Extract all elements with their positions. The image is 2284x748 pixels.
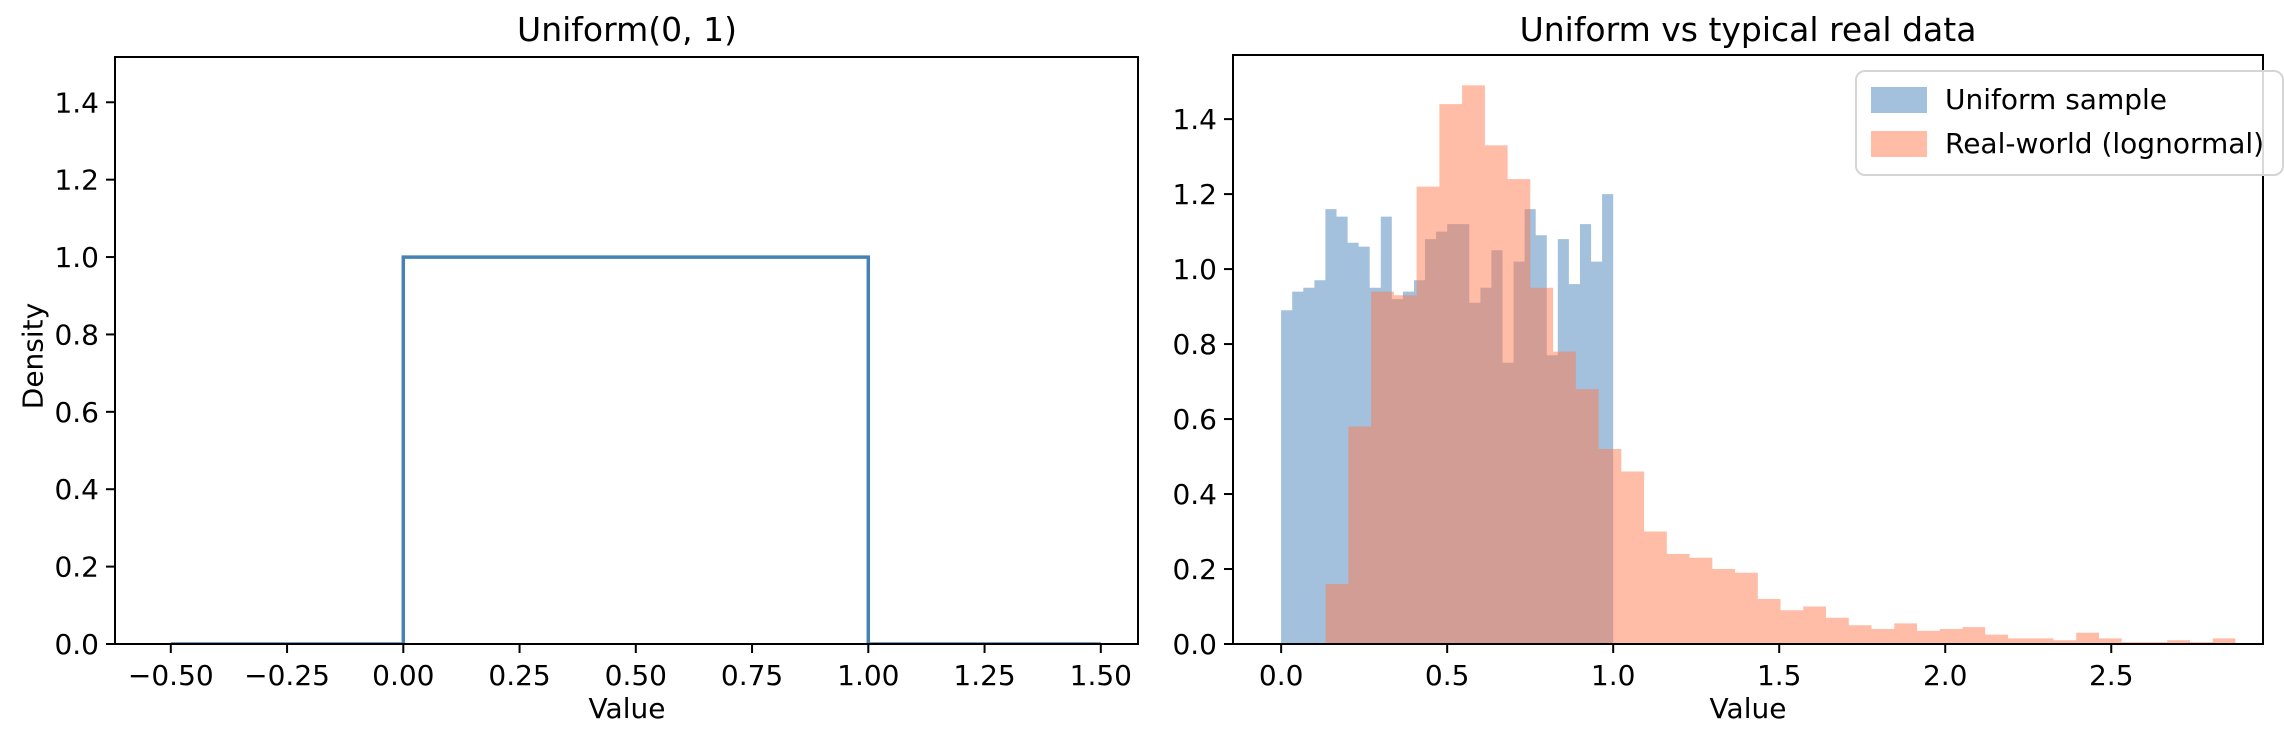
left-xaxis-label: Value: [588, 692, 666, 725]
y-axis-tick-label: 0.4: [54, 473, 99, 506]
x-axis-tick-label: 1.0: [1591, 659, 1636, 692]
x-axis-tick-label: −0.50: [128, 659, 214, 692]
y-axis-tick-label: 1.4: [1172, 103, 1217, 136]
x-axis-tick-label: 1.25: [953, 659, 1015, 692]
pdf-line: [170, 255, 1101, 644]
y-axis-tick-label: 1.0: [1172, 253, 1217, 286]
y-axis-tick-label: 0.4: [1172, 478, 1217, 511]
uniform-pdf-plot-area: [170, 255, 1101, 644]
x-axis-tick-label: 2.5: [2089, 659, 2134, 692]
histogram-real-world-lognormal-: [1325, 85, 2236, 644]
x-axis-tick-label: 0.75: [721, 659, 783, 692]
y-axis-tick-label: 0.2: [1172, 553, 1217, 586]
y-axis-tick-label: 0.0: [54, 628, 99, 661]
y-axis-tick-label: 1.0: [54, 241, 99, 274]
legend-label: Uniform sample: [1945, 83, 2168, 116]
x-axis-tick-label: −0.25: [244, 659, 330, 692]
x-axis-tick-label: 1.00: [837, 659, 899, 692]
x-axis-tick-label: 2.0: [1923, 659, 1968, 692]
legend: Uniform sample Real-world (lognormal): [1855, 70, 2284, 176]
right-xaxis-label: Value: [1709, 692, 1787, 725]
x-axis-tick-label: 0.50: [605, 659, 667, 692]
uniform-vs-real-subplot: 0.0 0.5 1.0 1.5 2.0 2.5 0.0 0.2 0.4 0.6 0.8 1.0 1.2 1…: [1172, 54, 2264, 692]
legend-label: Real-world (lognormal): [1945, 127, 2265, 160]
x-axis-tick-label: 1.50: [1070, 659, 1132, 692]
x-axis-tick-label: 1.5: [1757, 659, 1802, 692]
y-axis-tick-label: 1.4: [54, 86, 99, 119]
uniform-vs-real-plot-area: [1281, 85, 2236, 644]
x-axis-tick-label: 0.25: [488, 659, 550, 692]
legend-row: Real-world (lognormal): [1871, 126, 2264, 162]
axes-spines: [1232, 54, 2264, 645]
y-axis-tick-label: 0.8: [1172, 328, 1217, 361]
x-axis-tick-label: 0.5: [1425, 659, 1470, 692]
y-axis-tick-label: 0.6: [54, 396, 99, 429]
y-axis-tick-label: 0.8: [54, 318, 99, 351]
x-axis-tick-label: 0.00: [372, 659, 434, 692]
legend-row: Uniform sample: [1871, 82, 2264, 118]
real-world-swatch-icon: [1871, 131, 1927, 157]
axes-spines: [114, 56, 1139, 645]
x-axis-tick-label: 0.0: [1259, 659, 1304, 692]
uniform-pdf-subplot: −0.50 −0.25 0.00 0.25 0.50 0.75 1.00 1.25 1.50 0.…: [54, 56, 1139, 692]
y-axis-tick-label: 0.6: [1172, 403, 1217, 436]
left-chart-title: Uniform(0, 1): [517, 10, 737, 49]
y-axis-tick-label: 1.2: [54, 164, 99, 197]
y-axis-tick-label: 0.0: [1172, 628, 1217, 661]
uniform-sample-swatch-icon: [1871, 87, 1927, 113]
left-yaxis-label: Density: [16, 302, 50, 410]
y-axis-tick-label: 0.2: [54, 551, 99, 584]
right-chart-title: Uniform vs typical real data: [1519, 10, 1977, 49]
y-axis-tick-label: 1.2: [1172, 178, 1217, 211]
